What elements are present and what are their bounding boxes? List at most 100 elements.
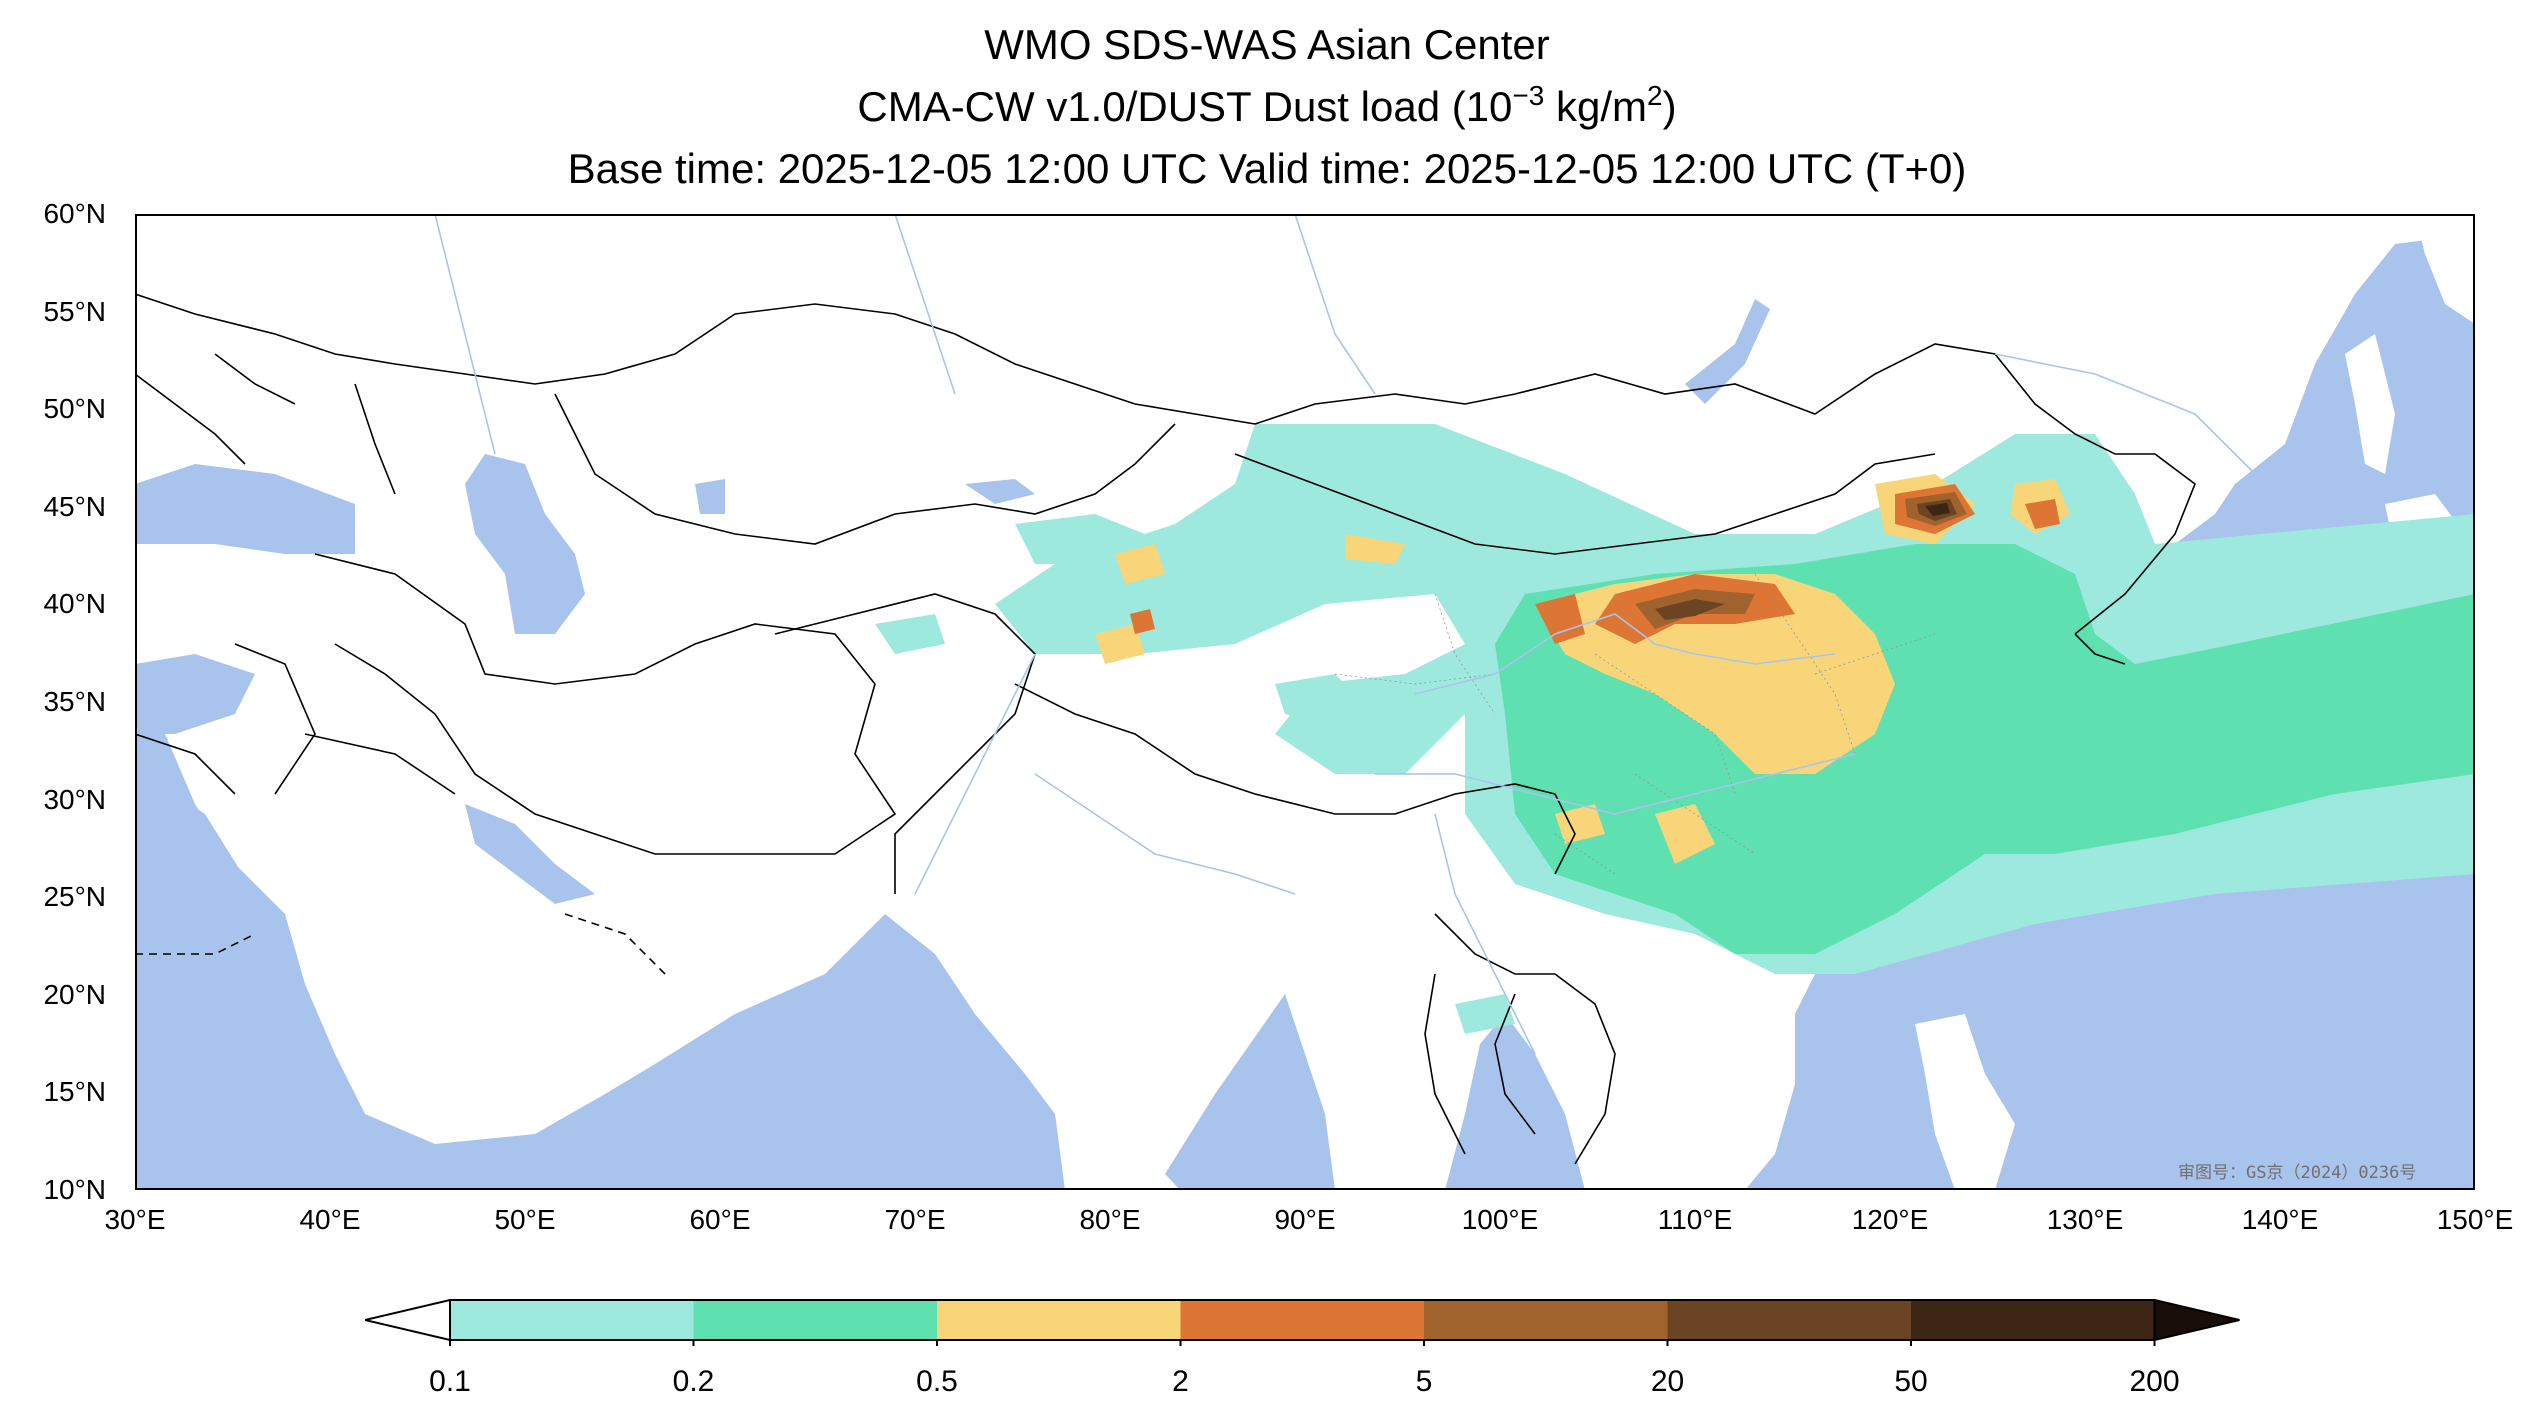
x-tick-label: 80°E <box>1079 1204 1141 1235</box>
title-line-1: WMO SDS-WAS Asian Center <box>984 21 1550 68</box>
y-tick-label: 40°N <box>43 588 106 620</box>
river-indus <box>914 653 1036 895</box>
x-tick-label: 30°E <box>104 1204 166 1235</box>
river-yellow <box>1414 613 1836 695</box>
lake-baikal <box>1685 299 1770 404</box>
colorbar-segment <box>1180 1300 1425 1340</box>
map-frame <box>135 214 2475 1190</box>
x-tick-label: 50°E <box>494 1204 556 1235</box>
river-ob <box>894 214 956 395</box>
colorbar-level-label: 50 <box>1894 1365 1928 1398</box>
china-province-lines <box>1334 573 1936 875</box>
colorbar-under-arrow <box>365 1298 451 1342</box>
colorbar-level-label: 0.1 <box>429 1365 471 1398</box>
sri-lanka <box>1145 1174 1180 1190</box>
y-tick-label: 10°N <box>43 1174 106 1205</box>
border-india-china <box>1014 683 1576 875</box>
persian-gulf <box>465 804 595 904</box>
red-sea <box>175 794 335 1064</box>
inland-water <box>135 299 1770 1064</box>
river-mekong <box>1434 813 1536 1055</box>
rivers <box>434 214 2256 1055</box>
x-tick-label: 140°E <box>2241 1204 2319 1235</box>
lake-balkhash <box>965 479 1035 504</box>
border-middle-east <box>135 643 456 795</box>
border-eastern-europe <box>135 353 396 495</box>
border-korea <box>2074 633 2126 665</box>
title-line-2: CMA-CW v1.0/DUST Dust load (10−3 kg/m2) <box>0 82 2534 132</box>
y-tick-label: 15°N <box>43 1076 106 1108</box>
x-tick-label: 60°E <box>689 1204 751 1235</box>
mediterranean-east <box>135 654 255 734</box>
colorbar-segment <box>937 1300 1181 1340</box>
border-arabia-dashed <box>135 913 666 975</box>
y-tick-label: 35°N <box>43 686 106 717</box>
y-tick-label: 60°N <box>43 198 106 229</box>
border-mongolia-south <box>1234 453 1936 555</box>
x-tick-label: 100°E <box>1461 1204 1539 1235</box>
river-yangtze <box>1375 753 1856 815</box>
x-tick-label: 120°E <box>1851 1204 1929 1235</box>
colorbar-segment <box>450 1300 694 1340</box>
x-tick-label: 150°E <box>2436 1204 2514 1235</box>
title-line-2-suffix: ) <box>1662 83 1677 130</box>
dust-load-map <box>125 213 2476 1200</box>
colorbar-level-label: 0.2 <box>672 1365 715 1398</box>
title-line-2-unit: kg/m <box>1544 83 1648 130</box>
colorbar-segment <box>1911 1300 2155 1340</box>
y-tick-label: 20°N <box>43 978 106 1010</box>
country-borders <box>135 293 2196 1165</box>
sakhalin <box>2345 334 2395 474</box>
kamchatka-coast <box>2415 214 2475 324</box>
x-tick-label: 70°E <box>884 1204 946 1235</box>
river-volga <box>434 214 496 455</box>
philippines <box>1915 1014 2015 1190</box>
map-approval-watermark: 审图号：GS京（2024）0236号 <box>2178 1163 2417 1183</box>
y-tick-label: 45°N <box>43 490 106 522</box>
dust-field <box>875 424 2475 1034</box>
dust-peak <box>1925 503 1950 516</box>
y-tick-label: 30°N <box>43 783 106 815</box>
caspian-sea <box>465 454 585 634</box>
colorbar-frame <box>449 1299 2156 1341</box>
aral-sea <box>695 479 725 514</box>
y-tick-label: 55°N <box>43 295 106 327</box>
y-tick-label: 50°N <box>43 393 106 425</box>
title-line-2-exponent-2: 2 <box>1647 80 1663 111</box>
x-tick-label: 110°E <box>1657 1204 1733 1235</box>
dust-medium-east-band <box>2095 634 2475 774</box>
border-afghan-pak <box>774 593 1036 894</box>
x-tick-label: 130°E <box>2046 1204 2124 1235</box>
arabian-peninsula <box>255 784 695 1074</box>
black-sea <box>135 464 355 554</box>
river-yenisei <box>1294 214 1376 395</box>
province-lines <box>1334 573 1936 875</box>
title-line-2-exponent-1: −3 <box>1512 80 1545 111</box>
river-amur <box>1994 353 2256 475</box>
colorbar-level-label: 2 <box>1172 1365 1189 1398</box>
colorbar-level-label: 200 <box>2129 1365 2180 1398</box>
colorbar <box>365 1298 2240 1346</box>
border-central-asia <box>135 293 1256 425</box>
colorbar-segment <box>1667 1300 1912 1340</box>
colorbar-segment <box>1424 1300 1668 1340</box>
title-line-2-prefix: CMA-CW v1.0/DUST Dust load (10 <box>857 83 1513 130</box>
border-iran-region <box>314 553 897 855</box>
x-tick-label: 40°E <box>299 1204 361 1235</box>
colorbar-level-label: 0.5 <box>916 1365 958 1398</box>
river-ganges <box>1034 773 1296 895</box>
colorbar-level-label: 20 <box>1650 1365 1685 1398</box>
border-se-asia <box>1424 913 1616 1165</box>
y-tick-label: 25°N <box>43 881 106 913</box>
x-tick-label: 90°E <box>1274 1204 1336 1235</box>
map-panel <box>125 213 2476 1200</box>
colorbar-over-arrow <box>2153 1298 2240 1342</box>
dust-very-high <box>1635 492 1967 629</box>
border-kazakh-south <box>554 393 1176 545</box>
dust-extreme <box>1655 499 1957 620</box>
hainan <box>1695 989 1735 1024</box>
border-china-mongolia <box>1254 343 2196 635</box>
colorbar-segment <box>693 1300 938 1340</box>
title-line-3: Base time: 2025-12-05 12:00 UTC Valid ti… <box>567 145 1967 192</box>
colorbar-level-label: 5 <box>1415 1365 1433 1398</box>
